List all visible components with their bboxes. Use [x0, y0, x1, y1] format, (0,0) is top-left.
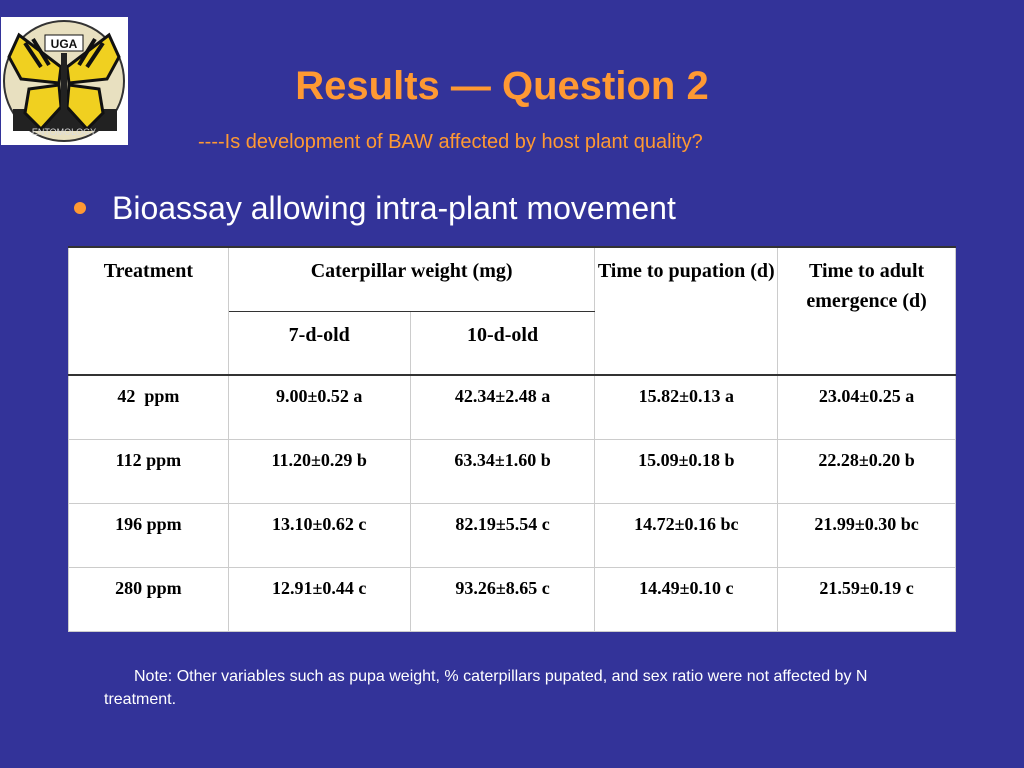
cell-weight-7d: 11.20±0.29 b — [227, 439, 411, 504]
slide-title: Results — Question 2 — [295, 64, 709, 108]
header-treatment: Treatment — [68, 246, 229, 375]
slide-subtitle: ----Is development of BAW affected by ho… — [198, 131, 703, 153]
cell-weight-7d: 9.00±0.52 a — [227, 375, 411, 440]
cell-weight-10d: 82.19±5.54 c — [409, 503, 596, 568]
bullet-text: Bioassay allowing intra-plant movement — [112, 190, 676, 226]
cell-treatment: 42 ppm — [68, 375, 229, 440]
cell-time-adult: 21.99±0.30 bc — [777, 503, 956, 568]
header-time-pupation: Time to pupation (d) — [594, 246, 779, 375]
cell-weight-10d: 42.34±2.48 a — [409, 375, 596, 440]
header-time-adult: Time to adult emergence (d) — [777, 246, 956, 375]
table-row: 42 ppm 9.00±0.52 a 42.34±2.48 a 15.82±0.… — [68, 375, 956, 440]
header-weight-7d: 7-d-old — [227, 311, 411, 375]
cell-weight-7d: 13.10±0.62 c — [227, 503, 411, 568]
cell-time-pupation: 14.49±0.10 c — [594, 567, 779, 632]
cell-time-pupation: 15.09±0.18 b — [594, 439, 779, 504]
cell-time-pupation: 14.72±0.16 bc — [594, 503, 779, 568]
logo-top-text: UGA — [51, 37, 78, 51]
cell-treatment: 280 ppm — [68, 567, 229, 632]
cell-weight-10d: 63.34±1.60 b — [409, 439, 596, 504]
uga-entomology-logo: UGA ENTOMOLOGY — [1, 17, 128, 145]
cell-time-pupation: 15.82±0.13 a — [594, 375, 779, 440]
footnote: Note: Other variables such as pupa weigh… — [104, 668, 868, 708]
cell-treatment: 196 ppm — [68, 503, 229, 568]
header-weight-10d: 10-d-old — [409, 311, 596, 375]
butterfly-logo-icon: UGA ENTOMOLOGY — [3, 20, 125, 142]
cell-time-adult: 22.28±0.20 b — [777, 439, 956, 504]
bullet-item: Bioassay allowing intra-plant movement — [72, 188, 676, 228]
header-caterpillar-weight: Caterpillar weight (mg) — [227, 246, 596, 312]
logo-bottom-text: ENTOMOLOGY — [32, 127, 96, 137]
cell-treatment: 112 ppm — [68, 439, 229, 504]
table-row: 196 ppm 13.10±0.62 c 82.19±5.54 c 14.72±… — [68, 503, 956, 568]
cell-time-adult: 21.59±0.19 c — [777, 567, 956, 632]
cell-weight-10d: 93.26±8.65 c — [409, 567, 596, 632]
cell-weight-7d: 12.91±0.44 c — [227, 567, 411, 632]
table-row: 112 ppm 11.20±0.29 b 63.34±1.60 b 15.09±… — [68, 439, 956, 504]
bullet-dot-icon — [74, 202, 86, 214]
results-table: Treatment Caterpillar weight (mg) Time t… — [68, 246, 956, 632]
cell-time-adult: 23.04±0.25 a — [777, 375, 956, 440]
table-row: 280 ppm 12.91±0.44 c 93.26±8.65 c 14.49±… — [68, 567, 956, 632]
